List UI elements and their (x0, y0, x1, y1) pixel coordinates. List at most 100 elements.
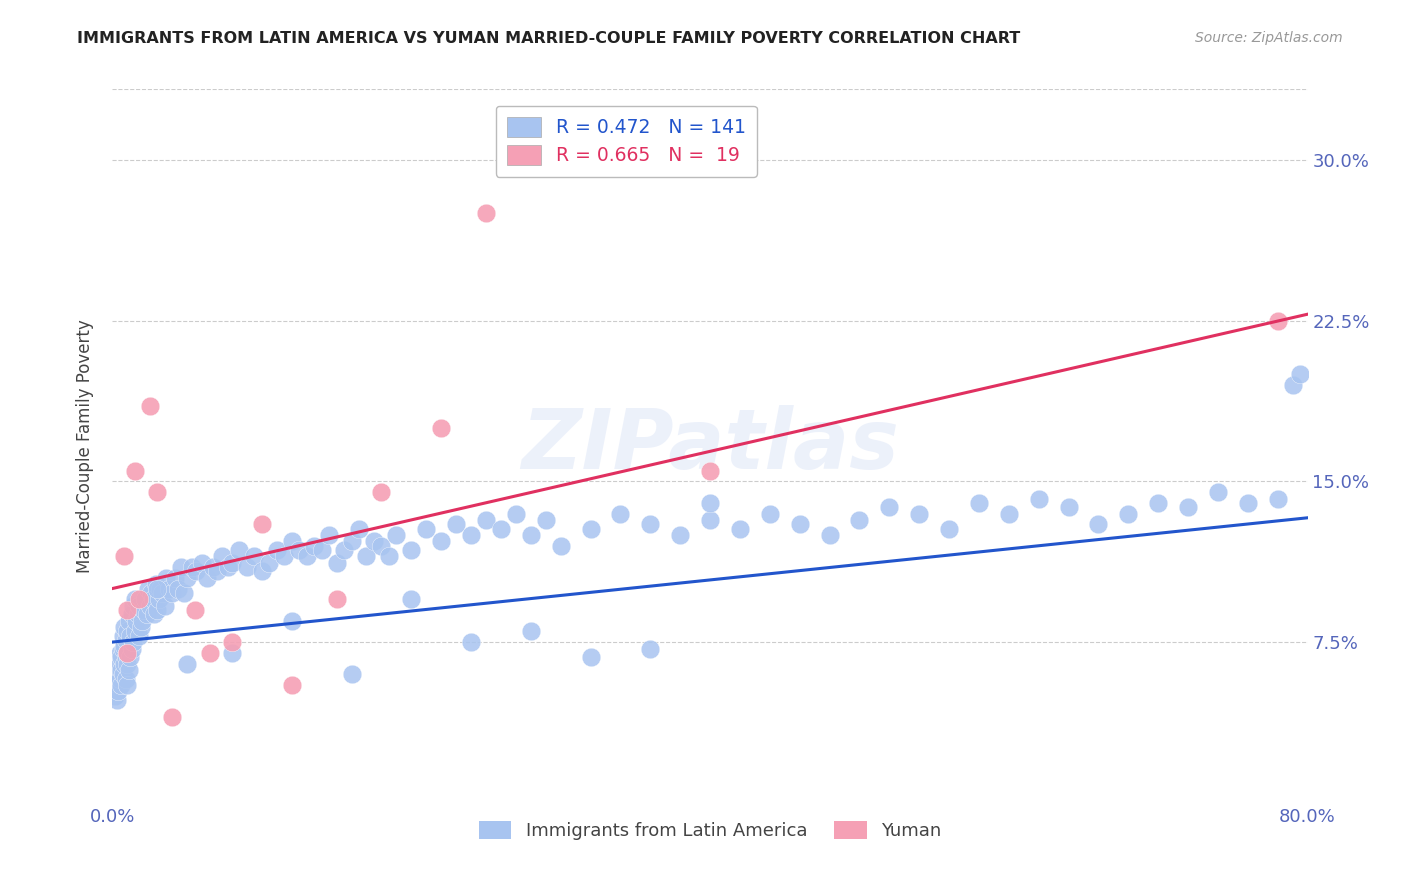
Point (162, 586, 183, 600)
Point (250, 565, 273, 579)
Point (609, 507, 631, 521)
Point (401, 592, 423, 607)
Point (699, 496, 721, 510)
Point (579, 650, 602, 665)
Point (281, 614, 304, 628)
Point (401, 543, 423, 558)
Y-axis label: Married-Couple Family Poverty: Married-Couple Family Poverty (76, 319, 94, 573)
Point (385, 528, 408, 542)
Point (162, 710, 183, 724)
Point (121, 607, 143, 622)
Point (1087, 517, 1109, 532)
Point (302, 539, 325, 553)
Point (579, 521, 602, 535)
Point (149, 582, 172, 596)
Point (460, 635, 482, 649)
Point (114, 657, 135, 671)
Point (1147, 496, 1170, 510)
Point (132, 603, 155, 617)
Point (124, 592, 146, 607)
Point (415, 521, 437, 535)
Point (259, 556, 281, 570)
Point (186, 565, 208, 579)
Point (117, 646, 139, 660)
Point (143, 607, 166, 622)
Point (146, 603, 169, 617)
Point (347, 521, 370, 535)
Point (150, 586, 173, 600)
Point (111, 641, 134, 656)
Text: ZIPatlas: ZIPatlas (522, 406, 898, 486)
Point (105, 693, 128, 707)
Point (1206, 485, 1229, 500)
Point (1289, 368, 1312, 382)
Point (640, 641, 662, 656)
Point (266, 543, 288, 558)
Point (146, 485, 169, 500)
Point (505, 507, 527, 521)
Point (818, 528, 841, 542)
Point (118, 614, 141, 628)
Point (699, 464, 721, 478)
Point (145, 577, 167, 591)
Point (198, 646, 221, 660)
Point (118, 663, 141, 677)
Point (318, 528, 340, 542)
Point (699, 513, 721, 527)
Point (201, 560, 224, 574)
Point (789, 517, 811, 532)
Point (295, 549, 318, 564)
Point (138, 582, 160, 596)
Point (1281, 378, 1303, 392)
Point (191, 556, 214, 570)
Point (1237, 496, 1260, 510)
Point (281, 678, 304, 692)
Point (669, 528, 692, 542)
Point (340, 667, 363, 681)
Point (127, 607, 149, 622)
Point (444, 517, 467, 532)
Point (128, 592, 150, 607)
Point (378, 549, 401, 564)
Point (534, 513, 557, 527)
Point (228, 543, 250, 558)
Point (128, 599, 150, 613)
Point (288, 543, 311, 558)
Point (131, 614, 153, 628)
Point (134, 592, 156, 607)
Point (117, 678, 139, 692)
Point (1118, 507, 1140, 521)
Point (155, 571, 177, 585)
Point (1267, 491, 1289, 506)
Point (153, 599, 176, 613)
Point (221, 635, 243, 649)
Point (370, 485, 392, 500)
Point (236, 560, 259, 574)
Point (1057, 500, 1080, 514)
Point (460, 528, 482, 542)
Point (205, 565, 228, 579)
Point (170, 560, 193, 574)
Point (117, 603, 139, 617)
Point (108, 657, 131, 671)
Point (105, 678, 128, 692)
Point (325, 592, 347, 607)
Point (110, 678, 132, 692)
Point (120, 650, 142, 665)
Point (142, 592, 165, 607)
Point (117, 624, 139, 639)
Point (129, 620, 152, 634)
Point (520, 624, 543, 639)
Point (243, 549, 266, 564)
Point (110, 663, 132, 677)
Point (176, 571, 198, 585)
Point (430, 421, 453, 435)
Point (728, 521, 751, 535)
Text: Source: ZipAtlas.com: Source: ZipAtlas.com (1195, 31, 1343, 45)
Point (281, 534, 304, 549)
Point (217, 560, 239, 574)
Point (115, 632, 138, 647)
Point (124, 624, 146, 639)
Point (183, 603, 205, 617)
Point (759, 507, 782, 521)
